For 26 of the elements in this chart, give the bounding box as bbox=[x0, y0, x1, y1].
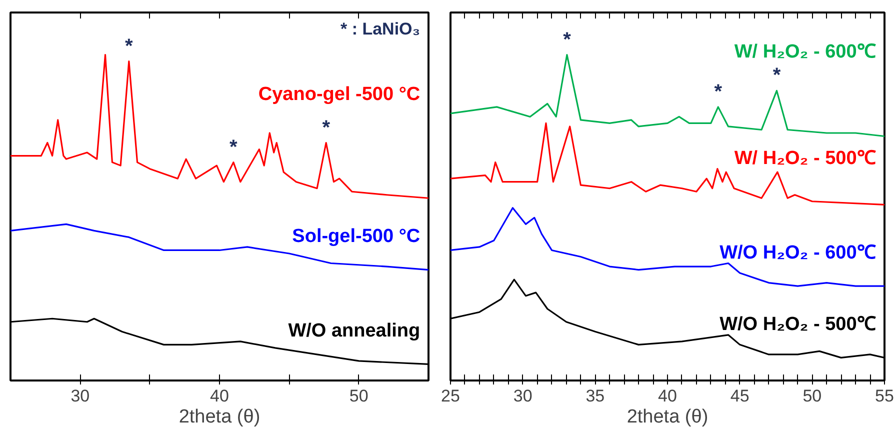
annotation: * bbox=[125, 35, 134, 58]
text: W/ H₂O₂ - 600℃ bbox=[734, 42, 876, 63]
annotation: * bbox=[322, 116, 330, 139]
x-tick-label: 50 bbox=[802, 386, 822, 406]
x-tick-label: 30 bbox=[513, 386, 532, 406]
series-label: Cyano-gel -500 °C bbox=[258, 84, 420, 105]
annotation: * bbox=[230, 136, 238, 158]
series-label: W/O H₂O₂ - 600℃ bbox=[720, 242, 876, 264]
series-label: Sol-gel-500 °C bbox=[292, 226, 420, 247]
x-axis-title: 2theta (θ) bbox=[178, 406, 260, 428]
series-label: W/ H₂O₂ - 500℃ bbox=[734, 148, 876, 169]
x-axis-title: 2theta (θ) bbox=[626, 406, 708, 428]
annotation: * bbox=[563, 28, 572, 51]
x-tick-label: 25 bbox=[441, 386, 460, 406]
x-tick-label: 40 bbox=[210, 386, 229, 406]
x-tick-label: 35 bbox=[586, 386, 605, 406]
annotation: * bbox=[772, 64, 781, 87]
series-label: W/O H₂O₂ - 500℃ bbox=[720, 314, 876, 335]
annotation: * bbox=[714, 80, 722, 103]
x-tick-label: 50 bbox=[349, 386, 368, 406]
text: * : LaNiO₃ bbox=[340, 20, 420, 39]
x-tick-label: 40 bbox=[658, 386, 677, 406]
x-tick-label: 30 bbox=[70, 386, 90, 406]
x-tick-label: 45 bbox=[730, 386, 750, 406]
x-tick-label: 55 bbox=[875, 386, 894, 406]
series-label: W/O annealing bbox=[288, 320, 420, 342]
